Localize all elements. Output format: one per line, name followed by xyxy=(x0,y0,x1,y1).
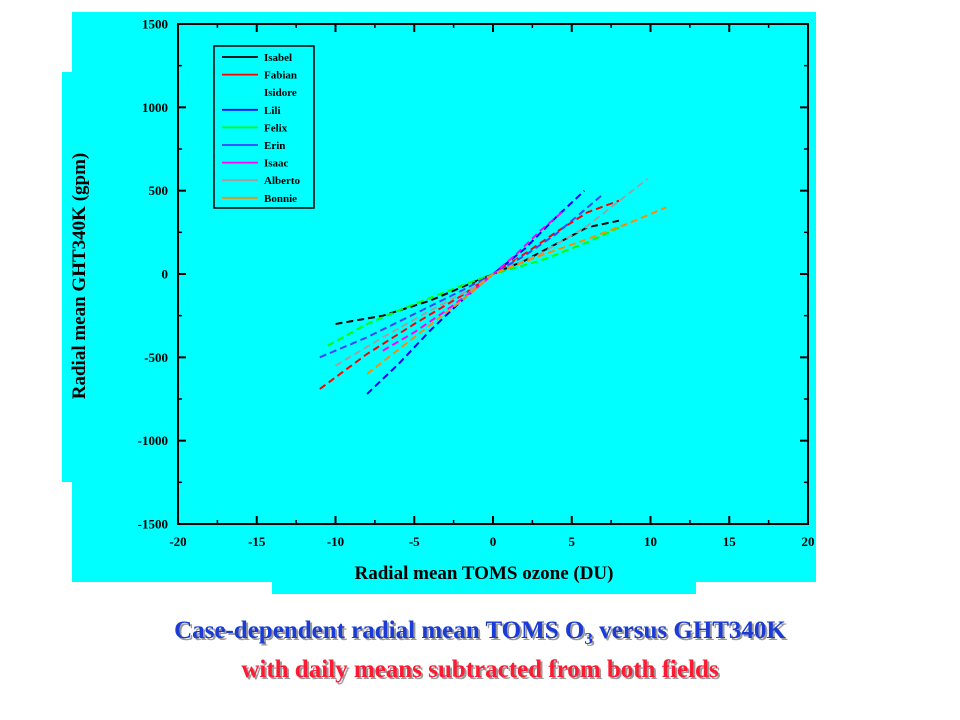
legend-entry-erin: Erin xyxy=(264,140,285,152)
legend-entry-isaac: Isaac xyxy=(264,158,289,170)
y-tick-label: -1000 xyxy=(138,433,168,448)
x-tick-label: 15 xyxy=(723,534,737,549)
x-tick-label: 10 xyxy=(644,534,657,549)
legend-entry-isidore: Isidore xyxy=(264,87,297,99)
chart-panel xyxy=(72,12,816,582)
chart: -20 -15 -10 -5 0 5 10 15 20 1500 1000 500 0 -500 -1000… xyxy=(138,17,815,550)
x-tick-label: -5 xyxy=(409,534,420,549)
x-axis-label: Radial mean TOMS ozone (DU) xyxy=(354,563,614,584)
x-tick-label: -10 xyxy=(327,534,344,549)
caption-line-1: Case-dependent radial mean TOMS O3 versu… xyxy=(174,617,786,648)
series-line-isabel xyxy=(335,219,620,325)
y-tick-label: 1000 xyxy=(142,100,168,115)
series-line-bonnie xyxy=(366,206,667,375)
y-tick-label: -1500 xyxy=(138,517,168,532)
x-tick-label: 0 xyxy=(490,534,497,549)
series-line-erin xyxy=(319,193,604,359)
y-tick-label: 0 xyxy=(162,267,169,282)
x-tick-label: 5 xyxy=(569,534,576,549)
legend-box xyxy=(213,45,315,209)
legend-entry-alberto: Alberto xyxy=(264,175,301,187)
series-line-isaac xyxy=(382,209,565,352)
x-axis-label-tab xyxy=(272,560,696,594)
y-axis-label-tab xyxy=(62,72,98,482)
legend-entry-fabian: Fabian xyxy=(264,70,297,82)
series-line-fabian xyxy=(319,199,620,390)
legend-entry-lili: Lili xyxy=(264,105,281,117)
x-tick-label: -20 xyxy=(169,534,186,549)
legend-entry-isabel: Isabel xyxy=(264,52,292,64)
legend-entry-felix: Felix xyxy=(264,122,288,134)
y-tick-label: 500 xyxy=(149,183,169,198)
caption-line-2: with daily means subtracted from both fi… xyxy=(241,656,719,683)
y-tick-label: 1500 xyxy=(142,17,168,32)
y-tick-label: -500 xyxy=(144,350,168,365)
series-line-alberto xyxy=(334,178,649,367)
x-tick-label: 20 xyxy=(802,534,815,549)
legend-entry-bonnie: Bonnie xyxy=(264,193,297,205)
slide-caption: Case-dependent radial mean TOMS O3 versu… xyxy=(0,616,960,686)
x-tick-label: -15 xyxy=(248,534,266,549)
